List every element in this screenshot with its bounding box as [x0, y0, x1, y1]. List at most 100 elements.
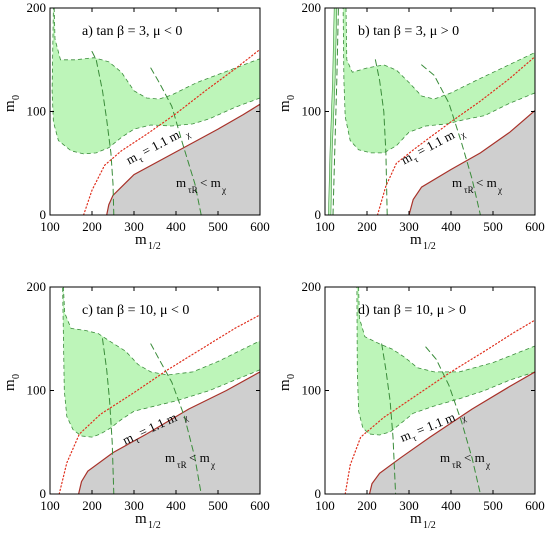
panel-c-grey-region: [78, 371, 260, 494]
panel-a-bound-main: m: [176, 175, 186, 190]
panel-b-bound-sub: τR: [464, 185, 474, 195]
panel-c-curve-0: [102, 338, 115, 494]
panel-b-plot: [328, 8, 535, 215]
panel-b-band-upper-edge: [345, 8, 535, 100]
panel-c-green-band: [62, 287, 260, 438]
panel-a-ratio-main: m: [124, 149, 140, 167]
panel-d-xtick-label-1: 200: [357, 498, 377, 513]
panel-d: d) tan β = 10, μ > 0 m 1/2 m 0 m τ = 1.1…: [277, 286, 536, 531]
panel-d-xtick-label-4: 500: [483, 498, 503, 513]
panel-c-xtick-label-4: 500: [208, 498, 228, 513]
panel-c-xtick-label-2: 300: [124, 498, 144, 513]
panel-d-label: d) tan β = 10, μ > 0: [358, 303, 466, 318]
panel-b-xlabel: m: [410, 232, 422, 248]
panel-b-grey-boundary: [408, 110, 535, 215]
panel-a-xtick-label-4: 500: [208, 219, 228, 234]
panel-b-ratio-main: m: [399, 149, 415, 167]
panel-b-bound-text: < m: [476, 175, 497, 190]
panel-b-ytick-label-2: 200: [302, 0, 322, 15]
panel-a-green-band: [52, 8, 260, 154]
panel-d-ylabel-sub: 0: [286, 374, 297, 379]
panel-d-xtick-label-3: 400: [441, 498, 461, 513]
panel-d-xtick-label-2: 300: [399, 498, 419, 513]
panel-a-grey-boundary: [106, 103, 260, 215]
panel-c-ytick-label-1: 100: [27, 383, 47, 398]
panel-b-curve-3: [332, 8, 339, 215]
panel-b-ytick-label-0: 0: [315, 207, 322, 222]
panel-a-ylabel-sub: 0: [11, 95, 22, 100]
panel-b-band-lower-edge: [342, 8, 535, 154]
panel-b-thin-strip: [328, 8, 338, 215]
panel-d-bound-main: m: [440, 450, 450, 465]
panel-d-bound-tail: χ: [485, 460, 490, 470]
panel-b-label: b) tan β = 3, μ > 0: [358, 24, 459, 39]
panel-c-curve-2: [58, 314, 260, 494]
panel-c-curve-1: [150, 343, 202, 494]
panel-c-xtick-label-0: 100: [40, 498, 60, 513]
panel-a-ytick-label-2: 200: [27, 0, 47, 15]
panel-c-xlabel: m: [135, 511, 147, 527]
panel-d-ratio-main: m: [398, 427, 413, 445]
panel-c-xlabel-sub: 1/2: [148, 520, 161, 531]
panel-b-bound-tail: χ: [497, 185, 502, 195]
panel-b-xlabel-sub: 1/2: [423, 241, 436, 252]
panel-c-annotation-bound: m τR < m χ: [165, 450, 215, 470]
panel-c-band-upper-edge: [63, 287, 260, 376]
panel-a-band-lower-edge: [51, 8, 260, 155]
panel-a-annotation-bound: m τR < m χ: [176, 175, 226, 195]
panel-c-ylabel: m: [2, 379, 18, 391]
panel-d-grey-boundary: [368, 371, 535, 494]
panel-d-band-lower-edge: [356, 287, 535, 436]
panel-d-ylabel: m: [277, 379, 293, 391]
panel-a: a) tan β = 3, μ < 0 m 1/2 m 0 m τ = 1.1 …: [2, 7, 261, 252]
panel-a-band-upper-edge: [53, 8, 260, 100]
panel-d-bound-text: < m: [464, 450, 485, 465]
panel-a-xtick-label-5: 600: [250, 219, 270, 234]
panel-a-curve-1: [150, 67, 202, 215]
panel-b-xtick-label-3: 400: [441, 219, 461, 234]
panel-a-ylabel: m: [2, 100, 18, 112]
panel-a-curve-2: [82, 48, 260, 215]
panel-d-band-upper-edge: [358, 287, 535, 373]
panel-d-xtick-label-5: 600: [525, 498, 545, 513]
panel-b-annotation-bound: m τR < m χ: [452, 175, 502, 195]
panel-d-curve-0: [381, 343, 397, 494]
panel-a-bound-sub: τR: [188, 185, 198, 195]
panel-c-grey-boundary: [78, 371, 260, 494]
panel-c-bound-text: < m: [189, 450, 210, 465]
panel-d-grey-region: [369, 371, 535, 494]
panel-d-ratio-tail: χ: [459, 413, 467, 424]
panel-c-ytick-label-2: 200: [27, 279, 47, 294]
panel-b-ratio-tail: χ: [458, 129, 467, 140]
panel-b-curve-1: [421, 64, 481, 215]
panel-c-ytick-label-0: 0: [40, 486, 47, 501]
panel-b-ytick-label-1: 100: [302, 104, 322, 119]
panel-a-xtick-label-0: 100: [40, 219, 60, 234]
panel-d-xlabel: m: [410, 511, 422, 527]
panel-d-annotation-bound: m τR < m χ: [440, 450, 490, 470]
panel-a-grey-region: [106, 104, 260, 215]
panel-c-xtick-label-1: 200: [82, 498, 102, 513]
panel-c-xtick-label-5: 600: [250, 498, 270, 513]
panel-a-ytick-label-1: 100: [27, 104, 47, 119]
panel-a-xtick-label-1: 200: [82, 219, 102, 234]
panel-a-bound-tail: χ: [221, 185, 226, 195]
panel-a-xlabel-sub: 1/2: [148, 241, 161, 252]
panel-b-ratio-text: = 1.1 m: [414, 127, 457, 159]
panel-d-curve-1: [425, 346, 481, 494]
panel-a-label: a) tan β = 3, μ < 0: [82, 24, 182, 39]
panel-c-plot: [58, 287, 260, 494]
panel-a-xtick-label-2: 300: [124, 219, 144, 234]
panel-c-ylabel-sub: 0: [11, 374, 22, 379]
panel-d-ytick-label-2: 200: [302, 279, 322, 294]
panel-b-curve-2: [376, 55, 535, 215]
panel-c-ratio-tail: χ: [181, 412, 190, 423]
panel-d-ytick-label-1: 100: [302, 383, 322, 398]
panel-c-xtick-label-3: 400: [166, 498, 186, 513]
panel-a-ratio-sub: τ: [137, 154, 145, 165]
panel-d-ytick-label-0: 0: [315, 486, 322, 501]
panel-a-ratio-tail: χ: [183, 129, 192, 140]
